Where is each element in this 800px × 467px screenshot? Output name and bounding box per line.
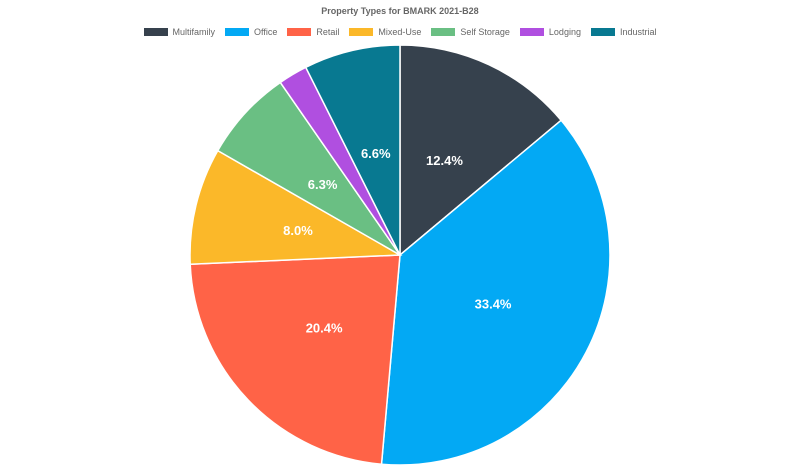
legend-item-mixed-use[interactable]: Mixed-Use (349, 27, 421, 37)
legend-item-retail[interactable]: Retail (287, 27, 339, 37)
legend-label: Lodging (548, 27, 581, 37)
legend-label: Self Storage (460, 27, 510, 37)
legend-swatch (143, 28, 168, 36)
pie-slice-mixed-use[interactable] (189, 149, 403, 266)
legend-label: Industrial (619, 27, 657, 37)
legend-label: Multifamily (172, 27, 216, 37)
legend-label: Retail (316, 27, 340, 37)
legend-item-lodging[interactable]: Lodging (519, 27, 581, 37)
legend-swatch (590, 28, 615, 36)
legend-swatch (431, 28, 456, 36)
legend-swatch (225, 28, 250, 36)
slice-data-label: 20.4% (306, 321, 343, 336)
legend-item-office[interactable]: Office (225, 27, 277, 37)
slice-data-label: 33.4% (475, 297, 512, 312)
pie-slice-multifamily[interactable] (399, 44, 563, 257)
pie-slice-retail[interactable] (189, 254, 401, 465)
legend-swatch (349, 28, 374, 36)
pie-slice-office[interactable] (380, 119, 611, 466)
pie-slice-industrial[interactable] (304, 44, 401, 256)
slice-data-label: 8.0% (283, 223, 313, 238)
legend-swatch (287, 28, 312, 36)
slice-data-label: 6.6% (361, 146, 391, 161)
slice-data-label: 6.3% (308, 177, 338, 192)
legend-item-multifamily[interactable]: Multifamily (143, 27, 216, 37)
slice-data-label: 12.4% (426, 153, 463, 168)
legend-swatch (519, 28, 544, 36)
legend-item-industrial[interactable]: Industrial (590, 27, 657, 37)
legend-label: Mixed-Use (378, 27, 422, 37)
legend: Multifamily Office Retail Mixed-Use Self… (0, 27, 800, 37)
chart-title: Property Types for BMARK 2021-B28 (321, 6, 479, 16)
legend-item-self-storage[interactable]: Self Storage (431, 27, 510, 37)
legend-label: Office (254, 27, 278, 37)
